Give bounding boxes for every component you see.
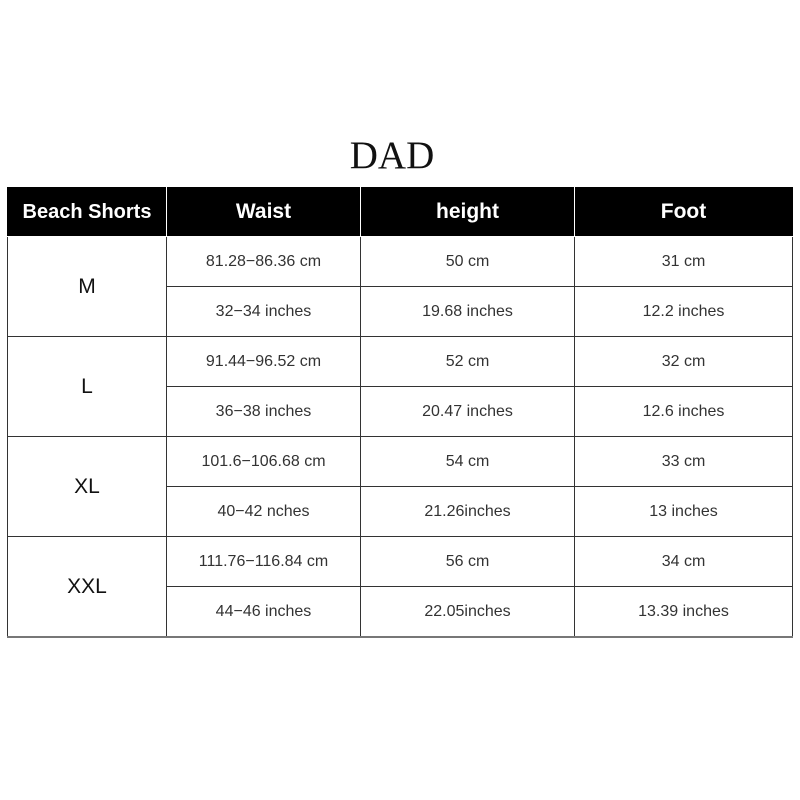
size-cell: L [7,336,167,437]
waist-inches-cell: 44−46 inches [166,586,361,638]
size-cell: XXL [7,536,167,638]
size-cell: M [7,236,167,337]
foot-inches-cell: 13.39 inches [574,586,793,638]
waist-cm-cell: 81.28−86.36 cm [166,236,361,287]
height-cm-cell: 56 cm [360,536,575,587]
table-row-cm: XXL 111.76−116.84 cm 56 cm 34 cm [7,536,793,638]
foot-cm-cell: 34 cm [574,536,793,587]
height-inches-cell: 21.26inches [360,486,575,537]
table-row-inches: 44−46 inches 22.05inches 13.39 inches [8,586,793,638]
header-row: Beach Shorts Waist height Foot [7,187,793,237]
table-row-cm: L 91.44−96.52 cm 52 cm 32 cm [7,336,793,437]
header-waist: Waist [166,187,361,237]
waist-inches-cell: 32−34 inches [166,286,361,337]
height-cm-cell: 50 cm [360,236,575,287]
height-inches-cell: 20.47 inches [360,386,575,437]
size-cell: XL [7,436,167,537]
table-row-inches: 40−42 nches 21.26inches 13 inches [8,486,793,537]
size-chart-table: Beach Shorts Waist height Foot M 81.28−86… [7,187,793,638]
foot-cm-cell: 31 cm [574,236,793,287]
height-cm-cell: 54 cm [360,436,575,487]
foot-inches-cell: 12.2 inches [574,286,793,337]
waist-cm-cell: 101.6−106.68 cm [166,436,361,487]
height-inches-cell: 19.68 inches [360,286,575,337]
waist-inches-cell: 40−42 nches [166,486,361,537]
foot-cm-cell: 32 cm [574,336,793,387]
header-foot: Foot [574,187,793,237]
height-inches-cell: 22.05inches [360,586,575,638]
waist-cm-cell: 91.44−96.52 cm [166,336,361,387]
waist-inches-cell: 36−38 inches [166,386,361,437]
table-row-cm: M 81.28−86.36 cm 50 cm 31 cm [7,236,793,337]
height-cm-cell: 52 cm [360,336,575,387]
header-beach-shorts: Beach Shorts [7,187,167,237]
waist-cm-cell: 111.76−116.84 cm [166,536,361,587]
chart-title: DAD [349,134,435,177]
foot-cm-cell: 33 cm [574,436,793,487]
header-height: height [360,187,575,237]
foot-inches-cell: 13 inches [574,486,793,537]
table-row-cm: XL 101.6−106.68 cm 54 cm 33 cm [7,436,793,537]
foot-inches-cell: 12.6 inches [574,386,793,437]
table-row-inches: 36−38 inches 20.47 inches 12.6 inches [8,386,793,437]
table-row-inches: 32−34 inches 19.68 inches 12.2 inches [8,286,793,337]
